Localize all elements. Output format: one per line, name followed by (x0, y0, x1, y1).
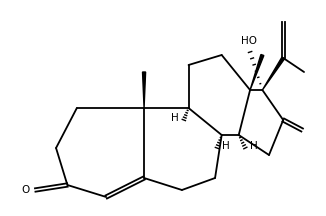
Polygon shape (262, 57, 285, 90)
Polygon shape (250, 54, 264, 90)
Text: HO: HO (241, 37, 257, 46)
Text: H: H (171, 113, 179, 124)
Polygon shape (142, 72, 146, 108)
Text: H: H (250, 141, 258, 151)
Text: O: O (22, 185, 30, 195)
Text: H: H (222, 141, 229, 151)
